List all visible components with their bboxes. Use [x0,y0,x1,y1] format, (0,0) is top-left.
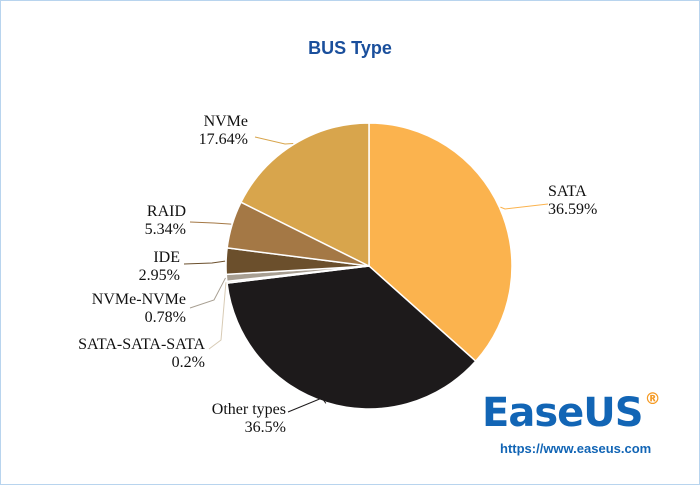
website-url: https://www.easeus.com [500,441,652,456]
slice-percent-label: 36.59% [548,201,597,218]
slice-label: Other types [212,401,286,418]
pie-slice-nvme [240,122,370,268]
leader-line-other-types [287,397,327,413]
slice-label: NVMe-NVMe [92,291,186,308]
pie-slice-other-types [226,265,477,410]
logo-text-ease: Ease [482,390,584,436]
leader-line-sata-sata-sata [208,282,227,350]
registered-mark: ® [644,389,661,408]
slice-label: SATA [548,183,587,200]
slice-percent-label: 0.78% [145,309,186,326]
slice-label: IDE [153,249,180,266]
chart-title: BUS Type [308,38,392,58]
slice-label: SATA-SATA-SATA [78,336,205,353]
slice-label: NVMe [204,113,248,130]
logo-text-us: US [583,390,643,436]
slice-label: RAID [147,203,186,220]
leader-line-ide [183,260,226,265]
easeus-logo: EaseUS ® [482,390,661,436]
leader-line-nvme [254,136,294,145]
slice-percent-label: 0.2% [172,354,205,371]
slice-percent-label: 5.34% [145,221,186,238]
slice-percent-label: 2.95% [139,267,180,284]
leader-line-sata [500,203,549,210]
leader-line-raid [189,221,232,225]
slice-percent-label: 17.64% [199,131,248,148]
slice-percent-label: 36.5% [245,419,286,436]
leader-line-nvme-nvme [189,277,226,309]
pie-slice-sata [368,122,513,363]
